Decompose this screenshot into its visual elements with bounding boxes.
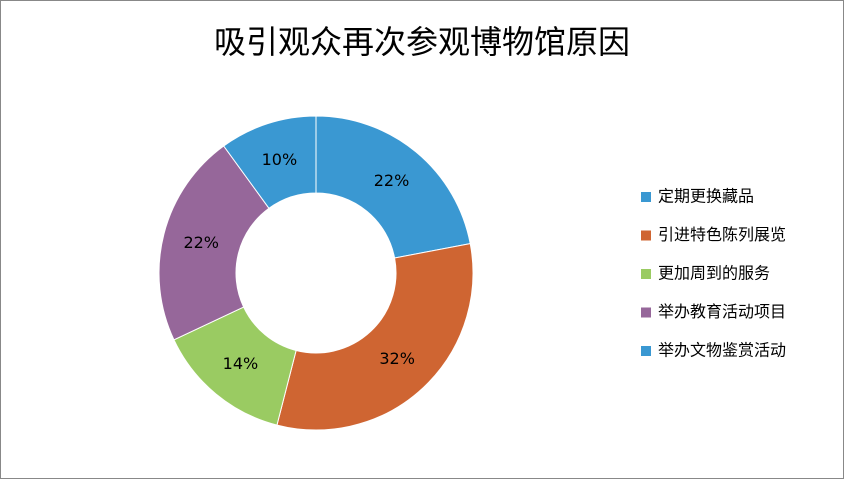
- data-label: 22%: [183, 233, 219, 252]
- data-label: 32%: [379, 349, 415, 368]
- legend-swatch: [641, 230, 651, 241]
- data-label: 14%: [223, 354, 259, 373]
- legend-label: 举办文物鉴赏活动: [658, 341, 786, 360]
- legend-swatch: [641, 192, 651, 202]
- donut-slice: [223, 115, 317, 209]
- legend-swatch: [641, 269, 651, 279]
- legend-label: 引进特色陈列展览: [658, 225, 786, 244]
- legend-label: 定期更换藏品: [658, 187, 754, 206]
- data-label: 10%: [262, 150, 298, 169]
- legend-swatch: [641, 346, 651, 356]
- legend-label: 更加周到的服务: [658, 264, 770, 283]
- donut-slice: [158, 145, 270, 341]
- donut-slice: [276, 242, 474, 431]
- legend-swatch: [641, 307, 651, 318]
- legend-label: 举办教育活动项目: [658, 302, 786, 321]
- data-label: 22%: [374, 171, 410, 190]
- chart-title: 吸引观众再次参观博物馆原因: [214, 23, 630, 61]
- donut-slice: [315, 115, 471, 259]
